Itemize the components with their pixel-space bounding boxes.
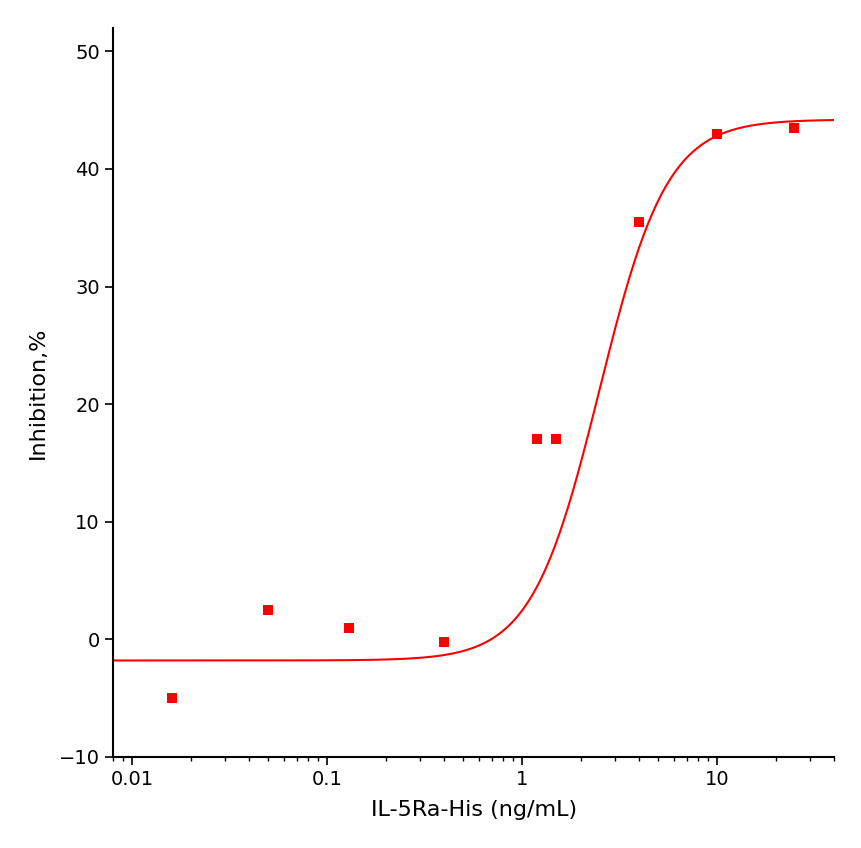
Point — [530, 432, 543, 446]
Point — [548, 432, 562, 446]
Point — [342, 621, 356, 634]
Point — [787, 121, 801, 135]
Point — [709, 127, 723, 141]
X-axis label: IL-5Ra-His (ng/mL): IL-5Ra-His (ng/mL) — [370, 801, 576, 820]
Point — [632, 215, 646, 229]
Point — [261, 603, 275, 616]
Point — [437, 635, 450, 649]
Y-axis label: Inhibition,%: Inhibition,% — [28, 326, 47, 459]
Point — [164, 691, 178, 705]
